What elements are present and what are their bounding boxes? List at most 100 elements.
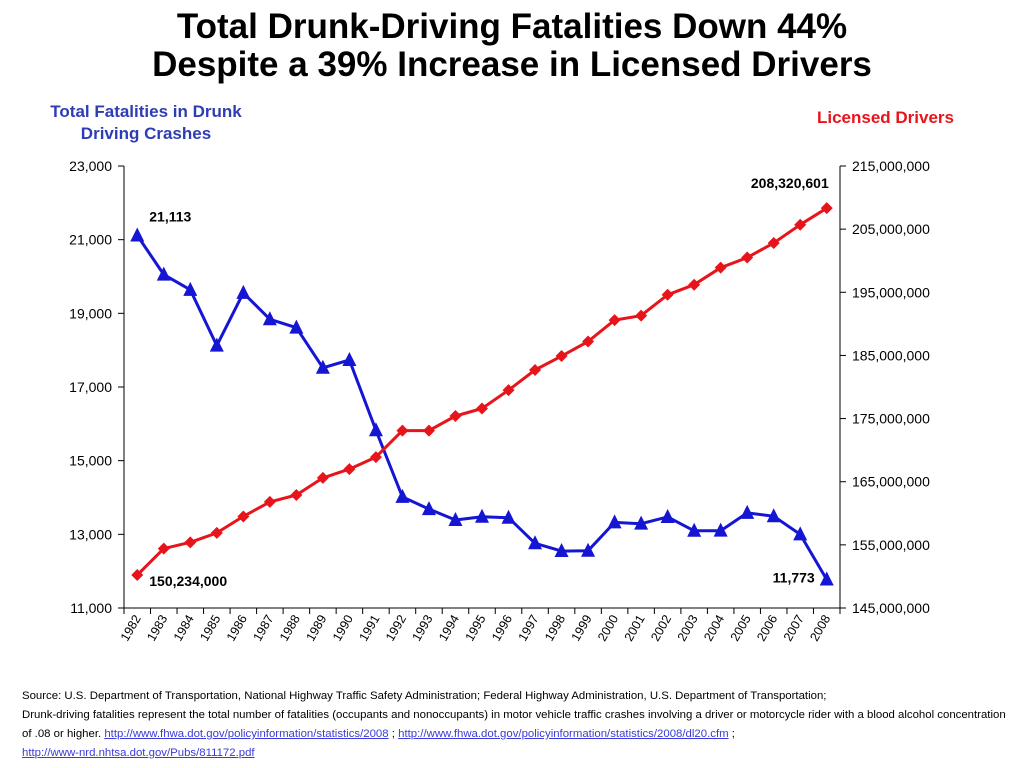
dual-axis-line-chart: 11,000 13,000 15,000 17,000 19,000 21,000 23,0… <box>69 158 930 644</box>
source-link-fhwa-statistics[interactable]: http://www.fhwa.dot.gov/policyinformatio… <box>104 728 389 740</box>
fatalities-point <box>262 311 277 326</box>
licensed-drivers-point <box>210 526 223 539</box>
fatalities-point <box>528 535 543 550</box>
x-tick-label: 1991 <box>356 612 382 643</box>
licensed-drivers-point <box>476 402 488 415</box>
right-axis-title: Licensed Drivers <box>816 108 954 127</box>
left-axis-title: Total Fatalities in Drunk Driving Crashe… <box>50 102 242 143</box>
left-y-tick-label: 13,000 <box>69 526 112 542</box>
fatalities-point <box>793 526 808 541</box>
licensed-drivers-point <box>661 288 674 301</box>
fatalities-point <box>130 227 145 242</box>
x-tick-label: 1992 <box>383 612 409 643</box>
right-y-tick-label: 215,000,000 <box>852 158 930 174</box>
fatalities-point <box>395 488 410 503</box>
licensed-drivers-point <box>608 314 621 327</box>
fatalities-point <box>368 422 383 437</box>
source-line-2: Drunk-driving fatalities represent the t… <box>22 709 1006 740</box>
licensed-drivers-point <box>369 451 382 464</box>
x-tick-label: 1990 <box>330 612 356 643</box>
licensed-drivers-point <box>741 251 754 264</box>
chart-title-line-1: Total Drunk-Driving Fatalities Down 44% <box>176 7 848 46</box>
licensed-drivers-point <box>555 350 568 363</box>
fatalities-point <box>766 508 781 523</box>
left-y-tick-label: 15,000 <box>69 453 112 469</box>
fatalities-point <box>342 352 357 367</box>
licensed-drivers-point <box>343 463 356 476</box>
right-y-tick-label: 175,000,000 <box>852 411 930 427</box>
fatalities-point <box>660 508 675 523</box>
licensed-drivers-point <box>635 309 648 322</box>
x-tick-label: 2000 <box>595 612 621 643</box>
fatalities-point <box>156 266 171 281</box>
licensed-drivers-point <box>316 471 329 484</box>
x-tick-label: 1983 <box>144 612 170 643</box>
chart-title-line-2: Despite a 39% Increase in Licensed Drive… <box>152 45 872 84</box>
fatalities-point <box>607 514 622 529</box>
fatalities-point <box>687 522 702 537</box>
fatalities-point <box>554 543 569 558</box>
right-y-tick-label: 155,000,000 <box>852 537 930 553</box>
x-tick-label: 1995 <box>463 612 489 643</box>
annotation-first-fatalities: 21,113 <box>149 209 191 225</box>
chart-title: Total Drunk-Driving Fatalities Down 44% … <box>0 8 1024 84</box>
x-tick-label: 1996 <box>489 612 515 643</box>
fatalities-point <box>236 284 251 299</box>
licensed-drivers-point <box>263 495 276 508</box>
right-y-tick-label: 195,000,000 <box>852 284 930 300</box>
x-tick-label: 2006 <box>754 612 780 643</box>
licensed-drivers-point <box>714 261 727 274</box>
fatalities-point <box>421 501 436 516</box>
source-separator: ; <box>388 728 399 740</box>
x-tick-label: 1982 <box>118 612 144 643</box>
source-line-1: Source: U.S. Department of Transportatio… <box>22 690 827 702</box>
x-tick-label: 1984 <box>171 612 197 643</box>
fatalities-point <box>183 281 198 296</box>
source-separator: ; <box>728 728 735 740</box>
fatalities-point <box>581 542 596 557</box>
source-note: Source: U.S. Department of Transportatio… <box>22 687 1012 763</box>
annotation-last-fatalities: 11,773 <box>773 570 815 586</box>
licensed-drivers-point <box>767 237 780 250</box>
x-tick-label: 2003 <box>675 612 701 643</box>
x-tick-label: 1997 <box>516 612 542 643</box>
annotation-last-licensed-drivers: 208,320,601 <box>751 175 829 191</box>
source-link-nhtsa-pdf[interactable]: http://www-nrd.nhtsa.dot.gov/Pubs/811172… <box>22 747 255 759</box>
licensed-drivers-point <box>157 542 170 555</box>
x-tick-label: 2004 <box>701 612 727 643</box>
licensed-drivers-point <box>290 488 303 501</box>
fatalities-point <box>448 511 463 526</box>
licensed-drivers-point <box>396 424 409 437</box>
licensed-drivers-point <box>820 202 833 215</box>
source-link-fhwa-dl20[interactable]: http://www.fhwa.dot.gov/policyinformatio… <box>398 728 729 740</box>
fatalities-point <box>209 337 224 352</box>
licensed-drivers-point <box>449 410 462 423</box>
x-tick-label: 1988 <box>277 612 303 643</box>
x-tick-label: 1986 <box>224 612 250 643</box>
left-y-tick-label: 19,000 <box>69 305 112 321</box>
licensed-drivers-point <box>582 335 595 348</box>
right-y-tick-label: 145,000,000 <box>852 600 930 616</box>
left-y-tick-label: 17,000 <box>69 379 112 395</box>
left-y-tick-label: 21,000 <box>69 232 112 248</box>
licensed-drivers-point <box>794 218 807 231</box>
licensed-drivers-point <box>184 536 197 549</box>
licensed-drivers-point <box>237 510 250 523</box>
x-tick-label: 2001 <box>622 612 648 643</box>
x-tick-label: 1993 <box>410 612 436 643</box>
annotation-first-licensed-drivers: 150,234,000 <box>149 573 227 589</box>
x-tick-label: 1985 <box>197 612 223 643</box>
x-tick-label: 1999 <box>569 612 595 643</box>
fatalities-point <box>634 515 649 530</box>
x-tick-label: 1994 <box>436 612 462 643</box>
fatalities-point <box>289 319 304 334</box>
left-y-tick-label: 11,000 <box>70 600 112 616</box>
x-tick-label: 2002 <box>648 612 674 643</box>
right-y-tick-label: 205,000,000 <box>852 221 930 237</box>
licensed-drivers-point <box>422 424 435 437</box>
fatalities-point <box>475 508 489 523</box>
fatalities-point <box>501 509 516 524</box>
licensed-drivers-point <box>502 384 515 397</box>
x-tick-label: 1989 <box>303 612 329 643</box>
fatalities-point <box>713 522 728 537</box>
